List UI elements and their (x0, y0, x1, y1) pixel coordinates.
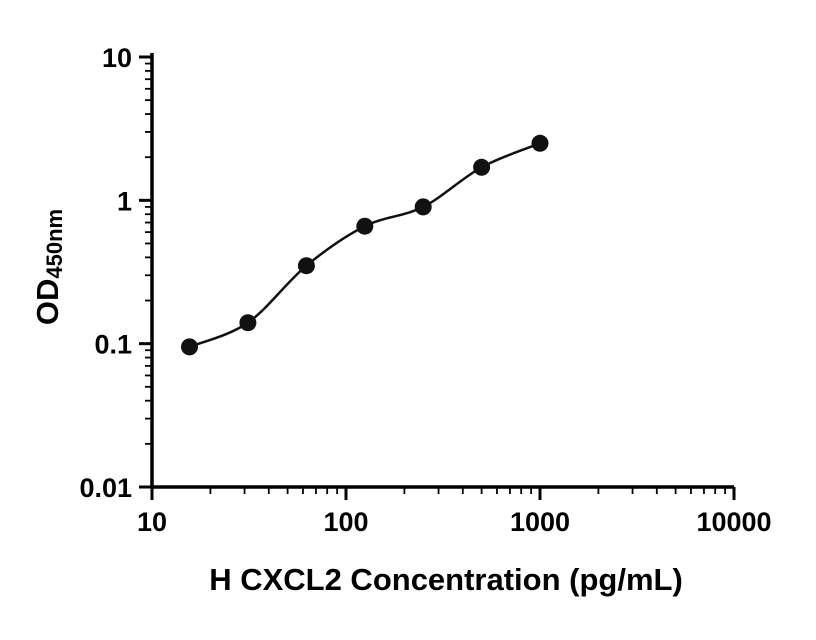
data-point (239, 314, 257, 332)
y-axis-label: OD450nm (30, 208, 67, 326)
x-tick-label: 10000 (696, 507, 771, 537)
y-tick-label: 0.1 (94, 330, 132, 360)
y-tick-label: 1 (117, 186, 132, 216)
y-tick-label: 0.01 (79, 473, 132, 503)
data-point (531, 134, 549, 152)
data-point (473, 158, 491, 176)
x-tick-label: 100 (323, 507, 368, 537)
fit-curve (189, 142, 541, 349)
x-axis-label: H CXCL2 Concentration (pg/mL) (209, 562, 683, 597)
data-point (414, 198, 432, 216)
data-point (297, 257, 315, 275)
y-axis-label-main: OD (30, 278, 65, 326)
data-point (356, 217, 374, 235)
x-tick-label: 1000 (510, 507, 570, 537)
y-tick-label: 10 (102, 43, 132, 73)
data-point (181, 338, 198, 356)
x-tick-label: 10 (137, 507, 167, 537)
y-axis-label-subscript: 450nm (41, 208, 67, 279)
